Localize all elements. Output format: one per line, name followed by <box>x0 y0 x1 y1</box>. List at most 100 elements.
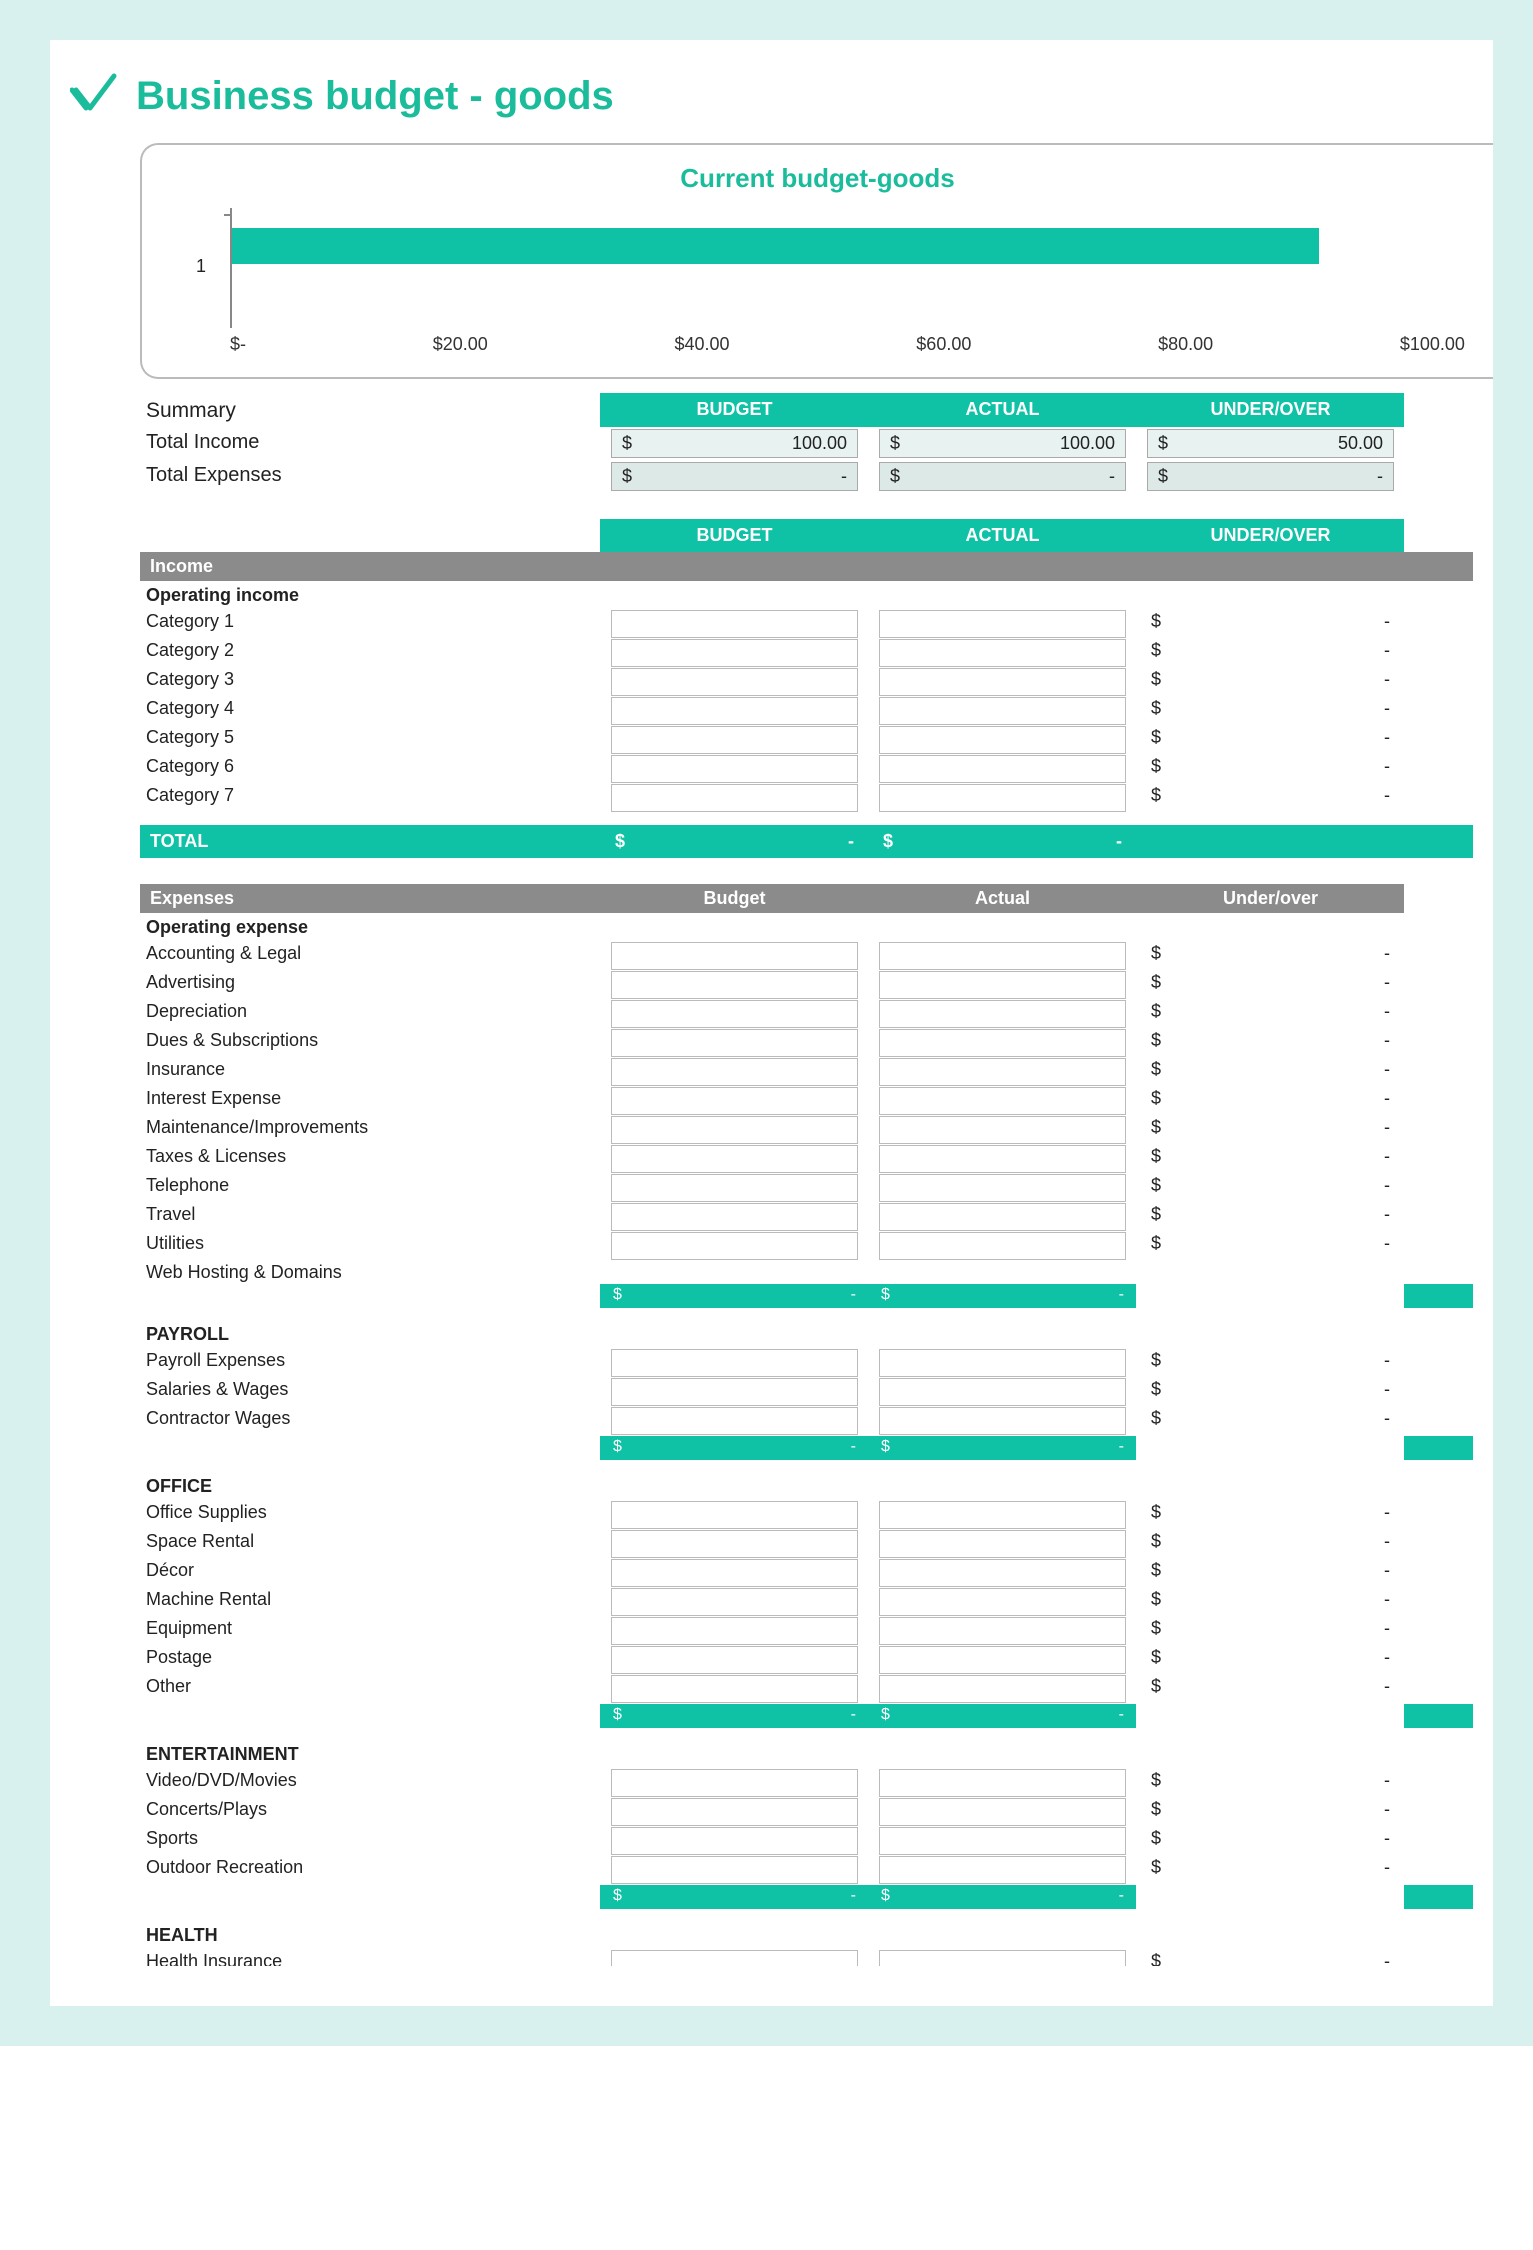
expense-item-row: Décor$- <box>140 1559 1473 1588</box>
expense-budget-input[interactable] <box>611 1000 858 1028</box>
expense-actual-input[interactable] <box>879 1116 1126 1144</box>
expense-actual-input[interactable] <box>879 1378 1126 1406</box>
expense-item-row: Utilities$- <box>140 1232 1473 1261</box>
income-budget-input[interactable] <box>611 726 858 754</box>
expense-actual-input[interactable] <box>879 1827 1126 1855</box>
income-actual-input[interactable] <box>879 726 1126 754</box>
expense-budget-input[interactable] <box>611 942 858 970</box>
expense-budget-input[interactable] <box>611 1378 858 1406</box>
income-budget-input[interactable] <box>611 668 858 696</box>
summary-uo: $- <box>1147 462 1394 491</box>
income-actual-input[interactable] <box>879 610 1126 638</box>
expense-actual-input[interactable] <box>879 1087 1126 1115</box>
expense-budget-input[interactable] <box>611 1087 858 1115</box>
expense-uo: $- <box>1136 1378 1404 1407</box>
expense-actual-input[interactable] <box>879 1798 1126 1826</box>
income-actual-input[interactable] <box>879 697 1126 725</box>
expense-actual-input[interactable] <box>879 1856 1126 1884</box>
expense-item-label: Salaries & Wages <box>140 1378 600 1407</box>
expense-actual-input[interactable] <box>879 1203 1126 1231</box>
income-item-row: Category 5$- <box>140 726 1473 755</box>
expense-actual-input[interactable] <box>879 942 1126 970</box>
expense-budget-input[interactable] <box>611 1203 858 1231</box>
expense-actual-input[interactable] <box>879 1349 1126 1377</box>
expense-actual-input[interactable] <box>879 1675 1126 1703</box>
expense-budget-input[interactable] <box>611 1827 858 1855</box>
expense-budget-input[interactable] <box>611 1856 858 1884</box>
expense-item-label: Dues & Subscriptions <box>140 1029 600 1058</box>
expense-item-row: Telephone$- <box>140 1174 1473 1203</box>
expense-budget-input[interactable] <box>611 1950 858 1966</box>
income-uo: $- <box>1136 610 1404 639</box>
income-actual-input[interactable] <box>879 755 1126 783</box>
expense-budget-input[interactable] <box>611 1530 858 1558</box>
expense-actual-input[interactable] <box>879 1232 1126 1260</box>
expense-budget-input[interactable] <box>611 1029 858 1057</box>
income-budget-input[interactable] <box>611 639 858 667</box>
income-budget-input[interactable] <box>611 755 858 783</box>
chart-bar <box>232 228 1319 264</box>
income-actual-input[interactable] <box>879 639 1126 667</box>
income-budget-input[interactable] <box>611 610 858 638</box>
expense-budget-input[interactable] <box>611 1407 858 1435</box>
page-title: Business budget - goods <box>136 74 614 119</box>
expense-budget-input[interactable] <box>611 1116 858 1144</box>
expense-budget-input[interactable] <box>611 1232 858 1260</box>
expense-actual-input[interactable] <box>879 1559 1126 1587</box>
expense-budget-input[interactable] <box>611 1559 858 1587</box>
expense-budget-input[interactable] <box>611 1501 858 1529</box>
expense-item-row: Web Hosting & Domains <box>140 1261 1473 1284</box>
col2-actual: ACTUAL <box>868 519 1136 552</box>
expense-budget-input[interactable] <box>611 1145 858 1173</box>
expense-item-label: Maintenance/Improvements <box>140 1116 600 1145</box>
expense-item-label: Interest Expense <box>140 1087 600 1116</box>
expense-actual-input[interactable] <box>879 1530 1126 1558</box>
expense-budget-input[interactable] <box>611 1058 858 1086</box>
expense-actual-input[interactable] <box>879 1646 1126 1674</box>
expense-actual-input[interactable] <box>879 1058 1126 1086</box>
expense-item-label: Décor <box>140 1559 600 1588</box>
chart-xtick: $100.00 <box>1400 334 1465 355</box>
expense-budget-input[interactable] <box>611 1174 858 1202</box>
income-section-band: Income <box>140 552 1473 581</box>
expense-actual-input[interactable] <box>879 1950 1126 1966</box>
expense-item-row: Advertising$- <box>140 971 1473 1000</box>
income-actual-input[interactable] <box>879 784 1126 812</box>
summary-row: Total Expenses$-$-$- <box>140 460 1473 493</box>
expense-budget-input[interactable] <box>611 1675 858 1703</box>
income-item-row: Category 1$- <box>140 610 1473 639</box>
expense-budget-input[interactable] <box>611 1769 858 1797</box>
expense-actual-input[interactable] <box>879 971 1126 999</box>
expense-actual-input[interactable] <box>879 1174 1126 1202</box>
expense-item-label: Video/DVD/Movies <box>140 1769 600 1798</box>
expense-actual-input[interactable] <box>879 1407 1126 1435</box>
expense-group-title: Operating expense <box>140 913 600 942</box>
expense-item-row: Video/DVD/Movies$- <box>140 1769 1473 1798</box>
expense-actual-input[interactable] <box>879 1617 1126 1645</box>
expense-budget-input[interactable] <box>611 1588 858 1616</box>
expense-budget-input[interactable] <box>611 1646 858 1674</box>
expense-actual-input[interactable] <box>879 1000 1126 1028</box>
expense-actual-input[interactable] <box>879 1501 1126 1529</box>
summary-budget: $- <box>611 462 858 491</box>
chart-xtick: $40.00 <box>675 334 730 355</box>
expense-item-label: Machine Rental <box>140 1588 600 1617</box>
col2-underover: UNDER/OVER <box>1136 519 1404 552</box>
expense-budget-input[interactable] <box>611 1617 858 1645</box>
expense-item-row: Equipment$- <box>140 1617 1473 1646</box>
income-budget-input[interactable] <box>611 784 858 812</box>
expense-uo: $- <box>1136 1058 1404 1087</box>
expense-item-label: Concerts/Plays <box>140 1798 600 1827</box>
expense-actual-input[interactable] <box>879 1029 1126 1057</box>
chart-ytick <box>224 214 230 216</box>
expense-budget-input[interactable] <box>611 971 858 999</box>
expense-actual-input[interactable] <box>879 1588 1126 1616</box>
expense-actual-input[interactable] <box>879 1769 1126 1797</box>
expense-actual-input[interactable] <box>879 1145 1126 1173</box>
income-actual-input[interactable] <box>879 668 1126 696</box>
chart-xtick: $20.00 <box>433 334 488 355</box>
income-total-budget-sym: $ <box>615 831 625 852</box>
expense-budget-input[interactable] <box>611 1798 858 1826</box>
expense-budget-input[interactable] <box>611 1349 858 1377</box>
income-budget-input[interactable] <box>611 697 858 725</box>
